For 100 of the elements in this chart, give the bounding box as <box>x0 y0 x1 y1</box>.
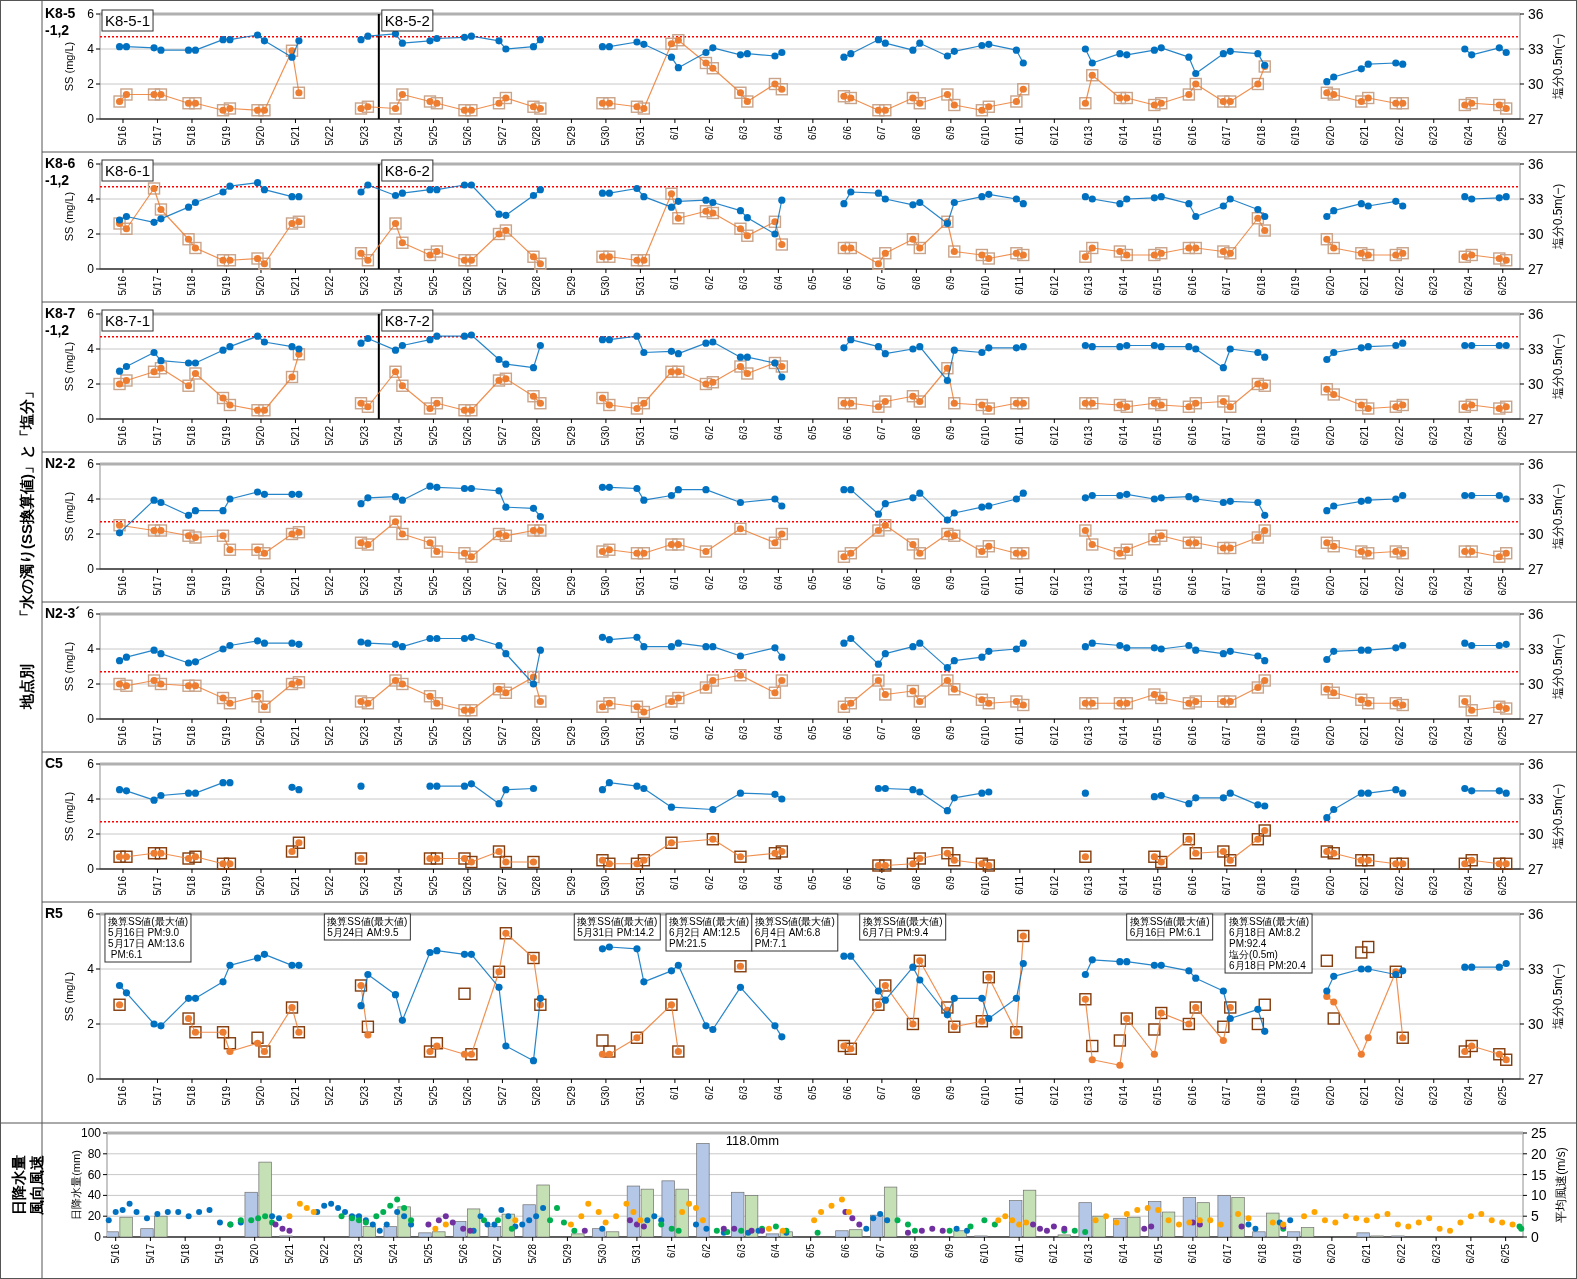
x-tick-label: 6/11 <box>1014 1085 1026 1105</box>
x-tick-label: 6/22 <box>1393 875 1405 896</box>
x-tick-label: 6/25 <box>1497 125 1509 146</box>
x-tick-label: 5/26 <box>462 575 474 596</box>
x-tick-label: 6/14 <box>1117 125 1129 146</box>
x-tick-label: 6/20 <box>1324 125 1336 146</box>
x-tick-label: 5/27 <box>496 425 508 446</box>
y-tick-label: 4 <box>87 192 95 206</box>
x-tick-label: 6/4 <box>772 425 784 440</box>
x-tick-label: 6/18 <box>1255 425 1267 446</box>
x-tick-label: 6/6 <box>841 725 853 740</box>
x-tick-label: 5/25 <box>427 1085 439 1106</box>
y-axis-title: SS (mg/L) <box>63 641 75 692</box>
x-tick-label: 6/15 <box>1152 125 1164 146</box>
x-tick-label: 6/14 <box>1117 575 1129 596</box>
x-tick-label: 5/21 <box>289 725 301 746</box>
x-tick-label: 5/31 <box>634 575 646 596</box>
x-tick-label: 6/22 <box>1393 575 1405 596</box>
x-tick-label: 6/9 <box>945 1085 957 1100</box>
x-tick-label: 6/21 <box>1359 425 1371 446</box>
y-tick-label: 6 <box>87 907 95 921</box>
x-tick-label: 6/14 <box>1117 1243 1129 1264</box>
y2-tick-label: 33 <box>1528 41 1544 57</box>
x-tick-label: 5/26 <box>462 725 474 746</box>
x-tick-label: 6/2 <box>703 125 715 140</box>
x-tick-label: 6/18 <box>1255 725 1267 746</box>
x-tick-label: 5/21 <box>289 425 301 446</box>
annotation: K8-7-1 <box>105 312 151 329</box>
x-tick-label: 6/20 <box>1324 1085 1336 1106</box>
x-tick-label: 6/1 <box>669 725 681 740</box>
x-tick-label: 6/2 <box>703 275 715 290</box>
y2-tick-label: 30 <box>1528 676 1544 692</box>
x-tick-label: 5/16 <box>117 1085 129 1106</box>
x-tick-label: 5/29 <box>565 425 577 446</box>
chart-title: R5 <box>45 905 64 921</box>
x-tick-label: 6/20 <box>1324 575 1336 596</box>
x-tick-label: 6/19 <box>1290 425 1302 446</box>
x-tick-label: 6/25 <box>1497 575 1509 596</box>
x-tick-label: 5/17 <box>151 575 163 596</box>
x-tick-label: 6/16 <box>1186 425 1198 446</box>
x-tick-label: 5/27 <box>496 875 508 896</box>
x-tick-label: 5/16 <box>117 275 129 296</box>
x-tick-label: 5/17 <box>151 425 163 446</box>
x-tick-label: 5/31 <box>634 125 646 146</box>
y2-axis-title: 塩分0.5m(−) <box>1551 33 1565 101</box>
y-tick-label: 2 <box>87 1017 95 1031</box>
annotation: 換算SS値(最大値) 5月16日 PM:9.0 5月17日 AM:13.6 PM:6.1 <box>107 916 188 960</box>
x-tick-label: 5/24 <box>393 425 405 446</box>
x-tick-label: 6/11 <box>1014 575 1026 595</box>
x-tick-label: 6/21 <box>1359 125 1371 146</box>
x-tick-label: 5/16 <box>117 875 129 896</box>
x-tick-label: 6/23 <box>1428 725 1440 746</box>
x-tick-label: 6/1 <box>666 1243 678 1258</box>
x-tick-label: 6/21 <box>1359 725 1371 746</box>
y2-tick-label: 33 <box>1528 191 1544 207</box>
y2-tick-label: 25 <box>1531 1125 1547 1141</box>
x-tick-label: 6/24 <box>1462 875 1474 896</box>
x-tick-label: 5/19 <box>214 1243 226 1264</box>
x-tick-label: 6/24 <box>1462 275 1474 296</box>
x-tick-label: 5/21 <box>289 275 301 296</box>
x-tick-label: 5/26 <box>462 425 474 446</box>
y-tick-label: 0 <box>87 862 95 876</box>
x-tick-label: 6/7 <box>876 125 888 140</box>
x-tick-label: 5/23 <box>358 1085 370 1106</box>
x-tick-label: 5/30 <box>596 1243 608 1264</box>
y2-axis-title: 塩分0.5m(−) <box>1551 183 1565 251</box>
x-tick-label: 5/22 <box>324 1085 336 1106</box>
x-tick-label: 6/8 <box>910 875 922 890</box>
x-tick-label: 6/12 <box>1048 125 1060 146</box>
annotation: 換算SS値(最大値) 5月24日 AM:9.5 <box>327 916 408 938</box>
y-tick-label: 6 <box>87 307 95 321</box>
x-tick-label: 5/19 <box>220 725 232 746</box>
x-tick-label: 6/5 <box>807 1085 819 1100</box>
x-tick-label: 6/13 <box>1083 275 1095 296</box>
x-tick-label: 6/4 <box>772 1085 784 1100</box>
x-tick-label: 6/6 <box>841 425 853 440</box>
y2-tick-label: 30 <box>1528 376 1544 392</box>
x-tick-label: 6/10 <box>979 275 991 296</box>
x-tick-label: 5/22 <box>324 125 336 146</box>
y-tick-label: 2 <box>87 77 95 91</box>
x-tick-label: 6/13 <box>1083 125 1095 146</box>
x-tick-label: 5/19 <box>220 875 232 896</box>
x-tick-label: 5/29 <box>565 725 577 746</box>
x-tick-label: 6/18 <box>1255 875 1267 896</box>
x-tick-label: 6/24 <box>1462 425 1474 446</box>
text: 風向風速 <box>28 1154 45 1216</box>
text: 「水の濁り(SS換算値)」と「塩分」 <box>18 384 35 624</box>
x-tick-label: 6/14 <box>1117 875 1129 896</box>
y2-tick-label: 33 <box>1528 641 1544 657</box>
annotation: K8-5-1 <box>105 12 151 29</box>
x-tick-label: 5/18 <box>186 125 198 146</box>
x-tick-label: 5/29 <box>565 275 577 296</box>
x-tick-label: 5/28 <box>531 1085 543 1106</box>
x-tick-label: 6/12 <box>1048 1243 1060 1264</box>
x-tick-label: 5/27 <box>496 125 508 146</box>
x-tick-label: 5/31 <box>631 1243 643 1264</box>
x-tick-label: 6/18 <box>1256 1243 1268 1264</box>
x-tick-label: 6/24 <box>1462 125 1474 146</box>
y2-tick-label: 10 <box>1531 1187 1547 1204</box>
x-tick-label: 5/23 <box>358 575 370 596</box>
